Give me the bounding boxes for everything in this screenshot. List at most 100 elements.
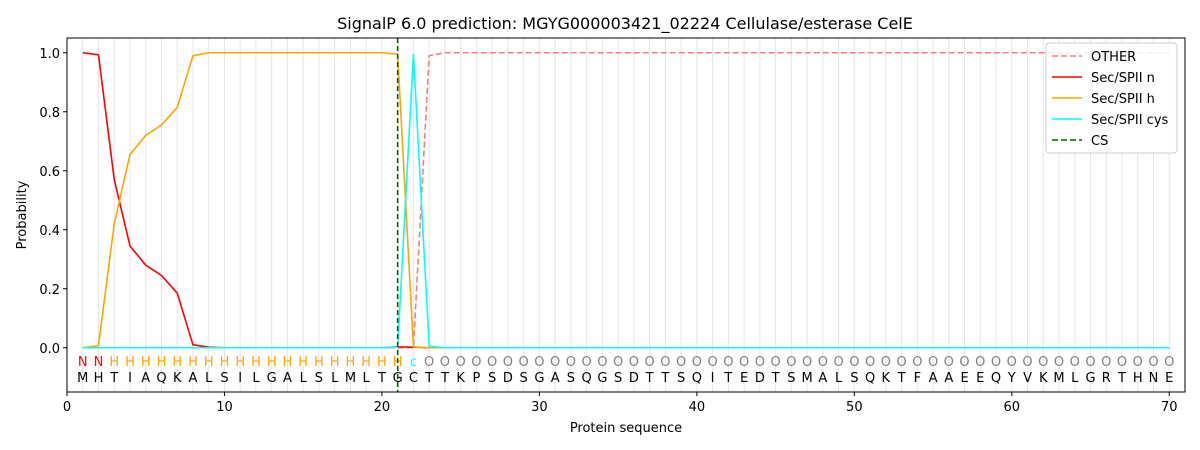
region-label: O xyxy=(503,355,513,370)
region-label: H xyxy=(204,355,214,370)
residue-label: L xyxy=(331,371,339,386)
region-label: H xyxy=(330,355,340,370)
residue-label: S xyxy=(677,371,685,386)
residue-label: S xyxy=(488,371,496,386)
residue-label: M xyxy=(77,371,88,386)
region-label: H xyxy=(141,355,151,370)
region-label: O xyxy=(912,355,922,370)
x-tick-label: 10 xyxy=(216,400,233,415)
region-label: O xyxy=(1085,355,1095,370)
series-line xyxy=(82,51,1170,349)
legend: OTHER Sec/SPII n Sec/SPII h Sec/SPII cys CS xyxy=(1045,42,1178,154)
region-label: H xyxy=(188,355,198,370)
legend-label: Sec/SPII cys xyxy=(1091,113,1169,128)
region-label: O xyxy=(928,355,938,370)
region-label: O xyxy=(629,355,639,370)
series-line xyxy=(82,54,1170,349)
region-label: N xyxy=(78,355,88,370)
residue-label: S xyxy=(220,371,228,386)
region-label: O xyxy=(534,355,544,370)
region-label: O xyxy=(849,355,859,370)
region-label: O xyxy=(739,355,749,370)
region-label: O xyxy=(692,355,702,370)
residue-label: Q xyxy=(692,371,702,386)
residue-label: T xyxy=(1117,371,1126,386)
region-label: O xyxy=(1148,355,1158,370)
series-line xyxy=(82,51,1170,349)
y-tick-label: 0.2 xyxy=(39,283,60,298)
region-label: O xyxy=(582,355,592,370)
region-label: H xyxy=(125,355,135,370)
residue-label: Q xyxy=(991,371,1001,386)
region-label: O xyxy=(833,355,843,370)
residue-label: I xyxy=(128,371,132,386)
residue-label: E xyxy=(740,371,748,386)
x-tick-label: 40 xyxy=(689,400,706,415)
residue-label: L xyxy=(1071,371,1079,386)
residue-label: T xyxy=(771,371,780,386)
residue-label: I xyxy=(711,371,715,386)
residue-label: P xyxy=(472,371,480,386)
region-label: O xyxy=(1054,355,1064,370)
legend-label: CS xyxy=(1091,134,1108,149)
region-label: O xyxy=(487,355,497,370)
x-tick-label: 20 xyxy=(374,400,391,415)
region-label: O xyxy=(597,355,607,370)
residue-label: E xyxy=(976,371,984,386)
y-axis-label: Probability xyxy=(15,180,30,249)
residue-label: E xyxy=(1165,371,1173,386)
residue-label: T xyxy=(440,371,449,386)
residue-label: C xyxy=(409,371,418,386)
region-label: O xyxy=(881,355,891,370)
residue-label: D xyxy=(755,371,765,386)
y-tick-label: 0.0 xyxy=(39,342,60,357)
region-label: H xyxy=(283,355,293,370)
region-label: H xyxy=(298,355,308,370)
residue-label: T xyxy=(109,371,118,386)
legend-box xyxy=(1045,42,1178,154)
residue-label: A xyxy=(141,371,150,386)
region-label: H xyxy=(314,355,324,370)
residue-label: Q xyxy=(865,371,875,386)
region-label: H xyxy=(172,355,182,370)
region-label: H xyxy=(109,355,119,370)
region-label: O xyxy=(1164,355,1174,370)
residue-label: Q xyxy=(582,371,592,386)
region-label: O xyxy=(802,355,812,370)
residue-label: H xyxy=(1133,371,1143,386)
residue-label: M xyxy=(801,371,812,386)
region-label: O xyxy=(944,355,954,370)
region-label: O xyxy=(676,355,686,370)
region-label: O xyxy=(424,355,434,370)
residue-label: M xyxy=(1053,371,1064,386)
region-label: O xyxy=(1101,355,1111,370)
region-label: O xyxy=(786,355,796,370)
region-label: O xyxy=(865,355,875,370)
region-label: O xyxy=(456,355,466,370)
x-tick-label: 70 xyxy=(1161,400,1178,415)
axis-ticks: 0 10 20 30 40 50 60 70 0.0 0.2 0.4 0.6 0.8 1.0 xyxy=(39,47,1177,415)
residue-label: N xyxy=(1149,371,1159,386)
residue-label: T xyxy=(897,371,906,386)
residue-label: L xyxy=(300,371,308,386)
x-tick-label: 60 xyxy=(1004,400,1021,415)
region-label: H xyxy=(377,355,387,370)
region-label: O xyxy=(755,355,765,370)
residue-label: M xyxy=(345,371,356,386)
residue-label: A xyxy=(551,371,560,386)
region-label: O xyxy=(991,355,1001,370)
region-label: H xyxy=(361,355,371,370)
x-tick-label: 30 xyxy=(531,400,548,415)
region-label: O xyxy=(550,355,560,370)
series-lines xyxy=(82,38,1170,392)
y-tick-label: 1.0 xyxy=(39,47,60,62)
residue-label: S xyxy=(315,371,323,386)
sequence-labels: NMNHHTHIHAHQHKHAHLHSHIHLHGHAHLHSHLHMHLHT… xyxy=(77,355,1174,386)
residue-label: T xyxy=(377,371,386,386)
chart-title: SignalP 6.0 prediction: MGYG000003421_02… xyxy=(337,14,913,34)
residue-label: L xyxy=(252,371,260,386)
residue-label: E xyxy=(960,371,968,386)
region-label: O xyxy=(660,355,670,370)
region-label: O xyxy=(723,355,733,370)
residue-label: I xyxy=(238,371,242,386)
